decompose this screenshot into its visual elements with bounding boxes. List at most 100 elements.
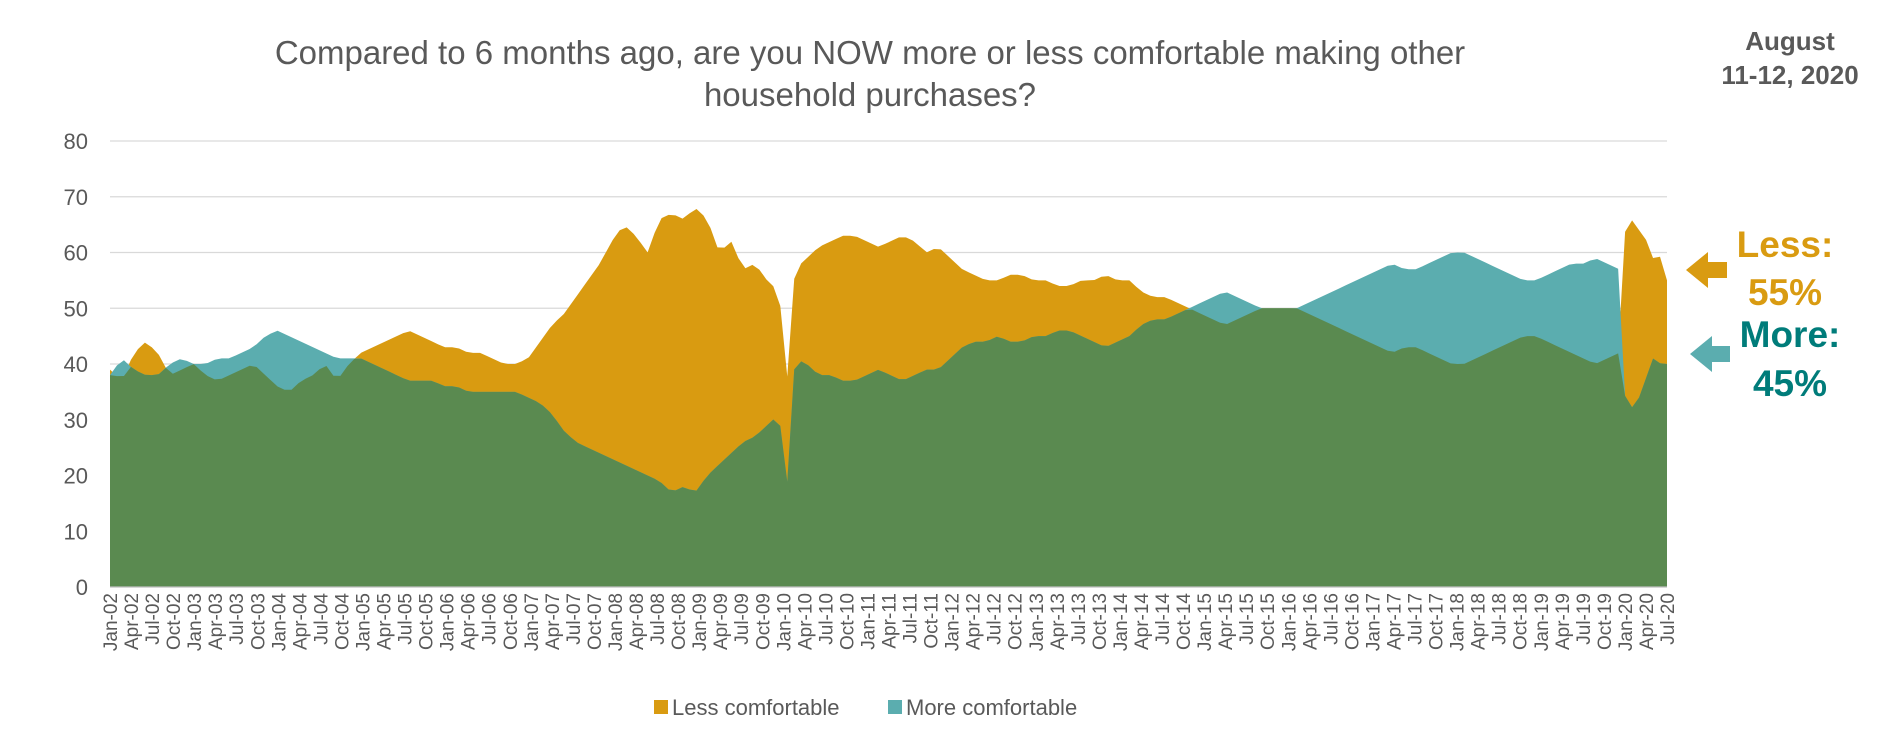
y-tick-label: 10	[64, 519, 88, 544]
arrow-left-icon	[1686, 252, 1727, 288]
y-tick-label: 40	[64, 352, 88, 377]
x-tick-label: Jul-10	[816, 593, 837, 645]
y-tick-label: 0	[76, 575, 88, 600]
x-tick-label: Jan-04	[269, 593, 290, 652]
x-tick-label: Apr-02	[122, 593, 143, 650]
series-area-overlap	[110, 308, 1667, 587]
x-tick-label: Jan-17	[1363, 593, 1384, 651]
x-tick-label: Jul-03	[227, 593, 248, 645]
x-tick-label: Oct-11	[922, 593, 943, 649]
legend: Less comfortable More comfortable	[654, 695, 1077, 720]
x-tick-label: Oct-05	[417, 593, 438, 650]
x-tick-label: Oct-15	[1258, 593, 1279, 650]
x-tick-label: Jan-20	[1616, 593, 1637, 651]
y-tick-label: 70	[64, 185, 88, 210]
callout-less-value: 55%	[1748, 272, 1822, 313]
legend-label-less: Less comfortable	[672, 695, 840, 720]
y-tick-label: 50	[64, 296, 88, 321]
arrow-left-icon	[1690, 336, 1730, 372]
date-stamp-line1: August	[1745, 26, 1835, 56]
x-axis-ticks: Jan-02 Apr-02 Jul-02 Oct-02 Jan-03 Apr-03 Jul-…	[101, 593, 1679, 652]
x-tick-label: Apr-11	[880, 593, 901, 649]
x-tick-label: Jan-06	[438, 593, 459, 651]
x-tick-label: Jan-10	[774, 593, 795, 651]
x-tick-label: Jul-12	[985, 593, 1006, 645]
x-tick-label: Apr-17	[1384, 593, 1405, 650]
x-tick-label: Oct-09	[753, 593, 774, 650]
y-axis-ticks: 0 10 20 30 40 50 60 70 80	[64, 129, 88, 600]
x-tick-label: Apr-10	[795, 593, 816, 650]
legend-label-more: More comfortable	[906, 695, 1077, 720]
x-tick-label: Jan-18	[1448, 593, 1469, 651]
x-tick-label: Jan-02	[101, 593, 122, 651]
x-tick-label: Jan-11	[858, 593, 879, 650]
x-tick-label: Oct-19	[1595, 593, 1616, 650]
x-tick-label: Jul-14	[1153, 593, 1174, 645]
x-tick-label: Jan-07	[522, 593, 543, 651]
x-tick-label: Oct-16	[1342, 593, 1363, 650]
x-tick-label: Apr-15	[1216, 593, 1237, 650]
x-tick-label: Jul-16	[1321, 593, 1342, 645]
x-tick-label: Oct-17	[1427, 593, 1448, 650]
x-tick-label: Jan-03	[185, 593, 206, 651]
x-tick-label: Jan-19	[1532, 593, 1553, 651]
x-tick-label: Jul-04	[311, 593, 332, 645]
x-tick-label: Jul-06	[480, 593, 501, 645]
y-tick-label: 30	[64, 408, 88, 433]
x-tick-label: Jan-14	[1111, 593, 1132, 652]
x-tick-label: Oct-02	[164, 593, 185, 650]
x-tick-label: Oct-13	[1090, 593, 1111, 650]
x-tick-label: Apr-09	[711, 593, 732, 650]
x-tick-label: Jul-02	[143, 593, 164, 645]
y-tick-label: 60	[64, 241, 88, 266]
legend-swatch-more	[888, 700, 902, 714]
x-tick-label: Oct-03	[248, 593, 269, 650]
x-tick-label: Oct-08	[669, 593, 690, 650]
x-tick-label: Apr-06	[459, 593, 480, 650]
x-tick-label: Oct-07	[585, 593, 606, 650]
callout-more: More: 45%	[1690, 314, 1840, 404]
x-tick-label: Apr-14	[1132, 593, 1153, 650]
x-tick-label: Apr-04	[290, 593, 311, 650]
callout-less: Less: 55%	[1686, 224, 1833, 313]
callout-less-label: Less:	[1737, 224, 1834, 265]
x-tick-label: Jul-09	[732, 593, 753, 645]
x-tick-label: Apr-03	[206, 593, 227, 650]
x-tick-label: Apr-18	[1469, 593, 1490, 650]
x-tick-label: Jan-12	[943, 593, 964, 651]
x-tick-label: Jul-13	[1069, 593, 1090, 645]
x-tick-label: Oct-14	[1174, 593, 1195, 650]
chart-title-line2: household purchases?	[704, 76, 1036, 113]
x-tick-label: Jan-13	[1027, 593, 1048, 651]
plot-area	[110, 208, 1667, 588]
x-tick-label: Apr-12	[964, 593, 985, 650]
x-tick-label: Apr-13	[1048, 593, 1069, 650]
callout-more-label: More:	[1740, 314, 1841, 355]
x-tick-label: Oct-18	[1511, 593, 1532, 650]
x-tick-label: Jul-07	[564, 593, 585, 645]
x-tick-label: Oct-06	[501, 593, 522, 650]
callout-more-value: 45%	[1753, 363, 1827, 404]
y-tick-label: 20	[64, 464, 88, 489]
x-tick-label: Jul-15	[1237, 593, 1258, 645]
x-tick-label: Apr-19	[1553, 593, 1574, 650]
date-stamp-line2: 11-12, 2020	[1721, 60, 1858, 90]
x-tick-label: Oct-04	[332, 593, 353, 650]
x-tick-label: Jul-20	[1658, 593, 1679, 645]
chart-title-line1: Compared to 6 months ago, are you NOW mo…	[275, 34, 1465, 71]
x-tick-label: Oct-12	[1006, 593, 1027, 650]
x-tick-label: Jan-15	[1195, 593, 1216, 651]
y-tick-label: 80	[64, 129, 88, 154]
x-tick-label: Jan-05	[353, 593, 374, 651]
x-tick-label: Jul-17	[1406, 593, 1427, 645]
x-tick-label: Jan-16	[1279, 593, 1300, 651]
x-tick-label: Jul-11	[901, 593, 922, 643]
x-tick-label: Apr-07	[543, 593, 564, 650]
legend-swatch-less	[654, 700, 668, 714]
x-tick-label: Apr-16	[1300, 593, 1321, 650]
x-tick-label: Jul-19	[1574, 593, 1595, 645]
x-tick-label: Apr-05	[375, 593, 396, 650]
x-tick-label: Jan-08	[606, 593, 627, 651]
x-tick-label: Apr-20	[1637, 593, 1658, 650]
